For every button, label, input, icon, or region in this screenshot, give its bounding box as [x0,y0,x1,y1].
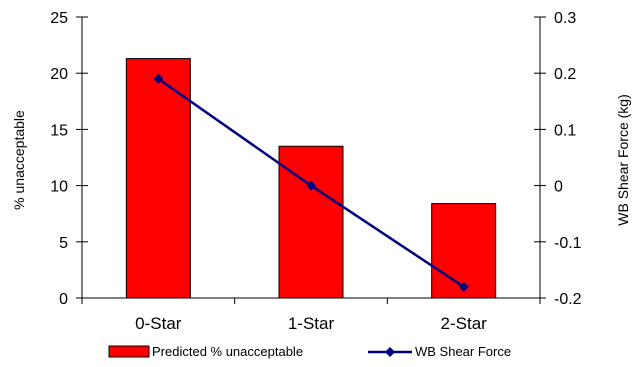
right-axis: -0.2 -0.1 0 0.1 0.2 0.3 [534,10,582,308]
legend: Predicted % unacceptable WB Shear Force [108,344,511,359]
line-point [458,281,469,292]
category-label: 1-Star [288,314,335,333]
right-axis-tick-label: 0.2 [554,66,576,83]
category-label: 2-Star [441,314,488,333]
right-axis-tick-label: 0.1 [554,122,576,139]
left-axis-tick-label: 15 [50,122,68,139]
left-axis-title: % unacceptable [11,110,27,210]
bar [125,58,191,299]
left-axis-tick-label: 10 [50,179,68,196]
left-axis: 0 5 10 15 20 25 [50,10,88,308]
x-axis: 0-Star 1-Star 2-Star [81,297,541,333]
left-axis-tick-label: 25 [50,10,68,27]
category-label: 0-Star [135,314,182,333]
right-axis-tick-label: -0.1 [554,235,582,252]
legend-bar-swatch [108,345,150,358]
line-series [153,73,469,292]
line-point [306,180,316,191]
right-axis-title: WB Shear Force (kg) [615,94,631,225]
left-axis-tick-label: 0 [59,291,68,308]
right-axis-tick-label: 0 [554,179,563,196]
right-axis-tick-label: -0.2 [554,291,582,308]
left-axis-tick-label: 5 [59,235,68,252]
bar [278,145,344,299]
legend-line-marker [385,347,395,357]
line-point [153,73,164,84]
legend-bar-label: Predicted % unacceptable [152,344,303,359]
left-axis-tick-label: 20 [50,66,68,83]
legend-line-label: WB Shear Force [415,344,511,359]
right-axis-tick-label: 0.3 [554,10,576,27]
